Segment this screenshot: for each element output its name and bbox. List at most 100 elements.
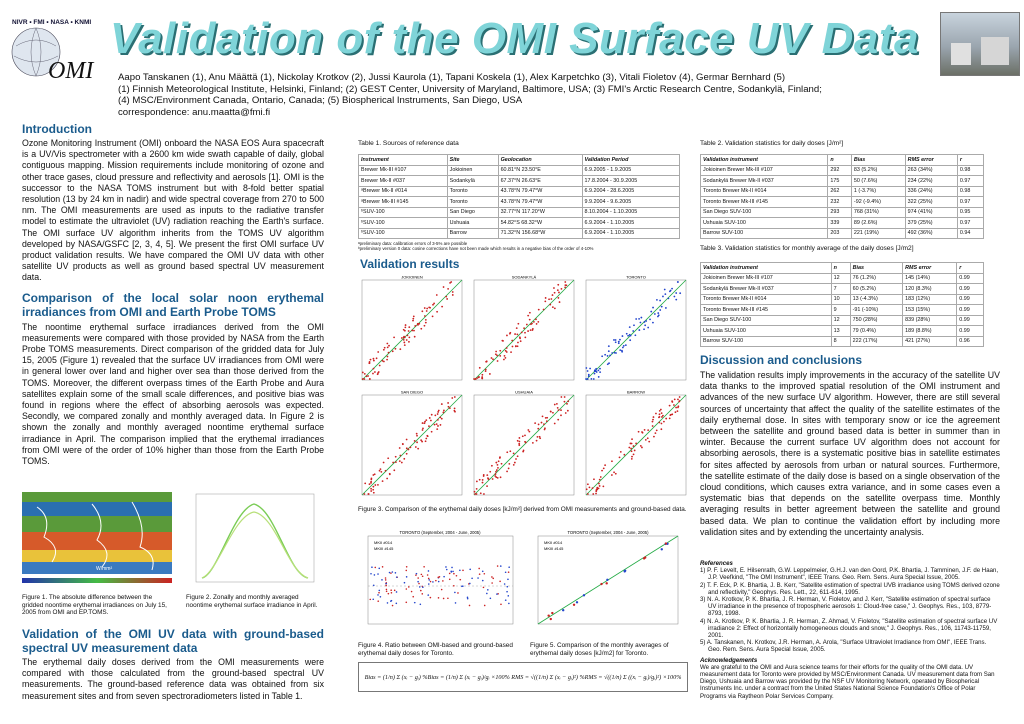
table-row: San Diego SUV-100 12 750 (28%) 839 (28%) 0.9…: [700, 314, 984, 326]
scatter-point: [586, 370, 589, 372]
scatter-point: [668, 290, 671, 293]
scatter-point: [658, 413, 661, 416]
scatter-point: [403, 341, 406, 344]
scatter-point: [650, 310, 653, 313]
scatter-point: [677, 398, 679, 401]
scatter-point: [667, 297, 670, 300]
scatter-point: [398, 447, 401, 449]
table-cell: 43.78°N 79.47°W: [497, 196, 583, 208]
scatter-point: [474, 378, 477, 380]
scatter-point: [368, 483, 371, 486]
scatter-point: [495, 469, 498, 471]
scatter-point: [408, 336, 411, 339]
scatter-point: [661, 416, 663, 418]
scatter-point: [546, 416, 549, 419]
table-cell: 120 (8.3%): [902, 283, 958, 295]
scatter-point: [388, 344, 390, 347]
scatter-point: [593, 372, 596, 375]
table-1-note-2: ᵇpreliminary version 0 data: cosine corr…: [358, 246, 594, 251]
ratio-point: [437, 597, 440, 599]
ratio-point: [427, 583, 430, 585]
scatter-point: [375, 357, 378, 360]
ratio-point: [448, 578, 451, 581]
scatter-point: [673, 295, 676, 298]
scatter-point: [524, 434, 526, 437]
scatter-point: [647, 429, 650, 432]
table-cell: 50 (7.6%): [850, 175, 906, 187]
table-cell: 54.82°S 68.32°W: [497, 217, 583, 229]
reference-item: 1) P. F. Levelt, E. Hilsenrath, G.W. Lep…: [700, 567, 999, 582]
scatter-point: [422, 427, 424, 430]
scatter-point: [484, 368, 487, 371]
figure-1-unit: W/mm²: [96, 566, 113, 572]
scatter-point: [499, 349, 502, 352]
scatter-point: [483, 493, 485, 495]
scatter-point: [448, 407, 451, 410]
scatter-point: [494, 473, 497, 475]
table-cell: Brewer Mk-III #107: [358, 164, 448, 176]
scatter-point: [481, 373, 484, 376]
scatter-point: [553, 287, 555, 289]
scatter-point: [368, 362, 371, 365]
scatter-point: [387, 351, 390, 354]
figure-5-legend-entry: MKII #014: [544, 540, 563, 545]
scatter-point: [592, 378, 595, 380]
correspondence: correspondence: anu.maatta@fmi.fi: [118, 106, 271, 118]
scatter-point: [477, 376, 480, 379]
scatter-point: [596, 486, 599, 489]
scatter-point: [553, 403, 556, 406]
ratio-point: [508, 602, 510, 605]
scatter-point: [405, 447, 408, 450]
scatter-point: [549, 410, 552, 413]
scatter-point: [496, 354, 498, 357]
validation-ground-heading: Validation of the OMI UV data with groun…: [22, 627, 324, 655]
ratio-point: [454, 602, 457, 604]
scatter-point: [382, 360, 385, 363]
scatter-point: [377, 483, 379, 486]
scatter-point: [415, 432, 418, 435]
ratio-point: [429, 596, 432, 599]
validation-ground-section: Validation of the OMI UV data with groun…: [22, 627, 324, 702]
table-3: Validation instrument n Bias RMS error r Joki…: [700, 262, 984, 347]
table-cell: 8.10.2004 - 1.10.2005: [581, 206, 681, 218]
scatter-point: [652, 416, 655, 418]
table-cell: 9.9.2004 - 9.6.2005: [581, 196, 681, 208]
scatter-point: [555, 403, 558, 405]
scatter-point: [598, 482, 600, 485]
scatter-point: [629, 334, 632, 337]
scatter-point: [442, 411, 445, 414]
scatter-point: [528, 318, 531, 321]
table-cell: 6.9.2004 - 28.6.2005: [581, 185, 681, 197]
scatter-point: [381, 359, 384, 362]
scatter-point: [482, 474, 485, 476]
ratio-point: [445, 568, 448, 571]
scatter-point: [543, 428, 546, 431]
scatter-point: [585, 488, 588, 491]
scatter-point: [370, 487, 373, 490]
ratio-point: [391, 604, 394, 607]
table-cell: 7: [830, 283, 851, 295]
monthly-point: [664, 542, 668, 545]
scatter-point: [408, 326, 411, 329]
monthly-point: [551, 611, 554, 615]
table-cell: 750 (28%): [849, 314, 904, 326]
scatter-point: [363, 372, 366, 375]
scatter-point: [423, 324, 426, 327]
table-cell: Jokioinen Brewer Mk-III #107: [699, 164, 829, 176]
table-cell: 13 (-4.3%): [849, 293, 904, 305]
scatter-point: [475, 487, 478, 490]
scatter-point: [416, 434, 418, 437]
scatter-point: [659, 309, 662, 311]
table-cell: 0.98: [956, 185, 985, 197]
scatter-point: [372, 359, 375, 362]
scatter-point: [627, 334, 629, 337]
table-cell: 421 (27%): [902, 335, 958, 347]
scatter-point: [635, 442, 638, 445]
scatter-point: [614, 472, 617, 475]
scatter-point: [522, 450, 525, 453]
scatter-point: [365, 375, 368, 378]
scatter-point: [412, 315, 415, 318]
scatter-point: [442, 286, 445, 288]
ratio-point: [417, 577, 419, 579]
table-cell: 0.95: [956, 206, 985, 218]
